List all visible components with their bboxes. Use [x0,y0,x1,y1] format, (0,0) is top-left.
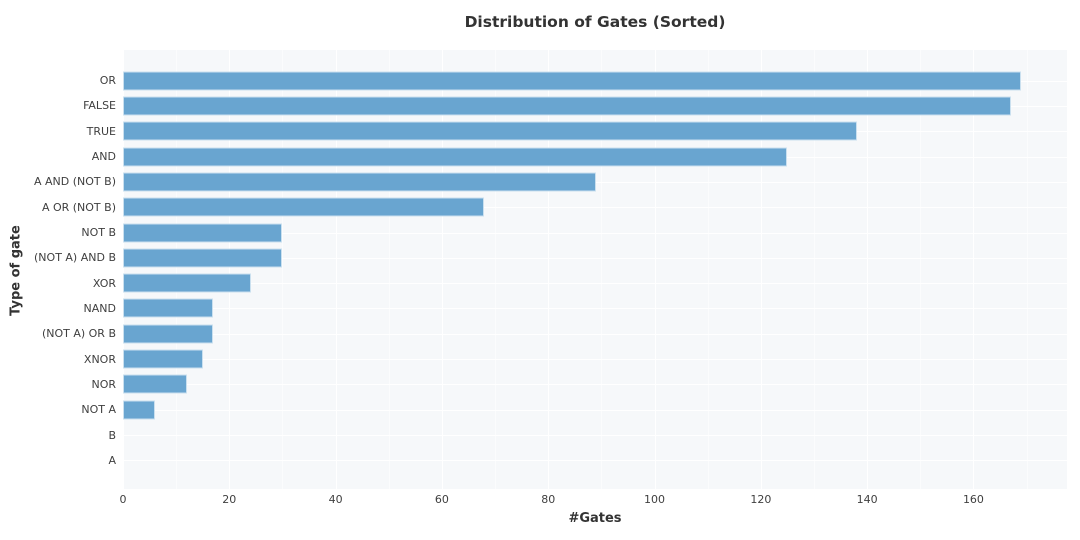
gridline-vertical-minor [601,50,603,489]
chart-title: Distribution of Gates (Sorted) [464,13,726,31]
bar-row [123,271,1067,296]
bar-row [123,144,1067,169]
gridline-vertical-minor [495,50,497,489]
gridline-horizontal [123,257,1067,259]
category-label: FALSE [83,99,116,113]
category-label: A OR (NOT B) [41,200,116,214]
category-label: NOT B [81,226,116,240]
bar-row [123,321,1067,346]
bar-row [123,245,1067,270]
gridline-horizontal [123,333,1067,335]
x-tick-label: 140 [856,493,878,506]
bar-row [123,195,1067,220]
gridline-vertical [548,50,550,489]
gridline-vertical-minor [920,50,922,489]
x-tick-label: 40 [328,493,343,506]
bar-rows [123,68,1067,473]
x-tick-label: 80 [541,493,556,506]
bar [123,298,214,318]
bar-row [123,119,1067,144]
category-label: XNOR [83,352,116,366]
bar [123,324,214,344]
gridline-vertical [123,50,124,489]
gridline-horizontal [123,409,1067,411]
bar-row [123,220,1067,245]
bar [123,248,283,268]
gridline-horizontal [123,207,1067,209]
x-tick-label: 20 [222,493,237,506]
gridline-horizontal [123,384,1067,386]
bar-row [123,422,1067,447]
gridline-vertical-minor [813,50,815,489]
bar-row [123,397,1067,422]
bar [123,223,283,243]
gridline-vertical [760,50,762,489]
gridline-vertical-minor [388,50,390,489]
category-label: TRUE [86,124,116,138]
bar [123,121,857,141]
gridline-vertical [441,50,443,489]
bar [123,197,485,217]
gridline-horizontal [123,460,1067,462]
x-tick-label: 120 [750,493,772,506]
bar [123,374,187,394]
gridline-vertical-minor [176,50,178,489]
gridline-vertical [654,50,656,489]
gridline-horizontal [123,435,1067,437]
gridline-vertical-minor [1026,50,1028,489]
gridline-horizontal [123,308,1067,310]
bar-row [123,448,1067,473]
bar-row [123,372,1067,397]
bar [123,172,597,192]
category-label: NOT A [81,403,116,417]
bar-row [123,296,1067,321]
category-label: OR [99,74,116,88]
category-label: AND [91,150,116,164]
y-tick-labels: OR FALSE TRUE AND A AND (NOT B) A OR (NOT B) N… [0,68,116,473]
x-tick-label: 100 [644,493,666,506]
category-label: (NOT A) AND B [34,251,116,265]
gridline-vertical [229,50,231,489]
category-label: B [108,428,116,442]
x-tick-label: 60 [434,493,449,506]
gridline-vertical [335,50,337,489]
gridline-vertical [973,50,975,489]
plot-area [123,50,1067,489]
bar-row [123,68,1067,93]
category-label: (NOT A) OR B [41,327,116,341]
category-label: XOR [92,276,116,290]
x-tick-label: 0 [119,493,127,506]
gridline-vertical [867,50,869,489]
x-tick-label: 160 [962,493,984,506]
gridline-vertical-minor [282,50,284,489]
gridline-vertical-minor [707,50,709,489]
bar [123,147,788,167]
bar [123,71,1022,91]
bar-row [123,93,1067,118]
category-label: NAND [83,301,116,315]
x-tick-labels: 0 20 40 60 80 100 120 140 160 [119,493,1067,507]
bar [123,349,203,369]
gridline-horizontal [123,283,1067,285]
gridline-horizontal [123,232,1067,234]
category-label: A AND (NOT B) [34,175,116,189]
bar-row [123,346,1067,371]
gridline-horizontal [123,359,1067,361]
category-label: NOR [91,377,116,391]
bar [123,273,251,293]
x-axis-title: #Gates [568,511,622,526]
category-label: A [108,453,116,467]
bar [123,400,155,420]
bar [123,96,1011,116]
bar-row [123,169,1067,194]
